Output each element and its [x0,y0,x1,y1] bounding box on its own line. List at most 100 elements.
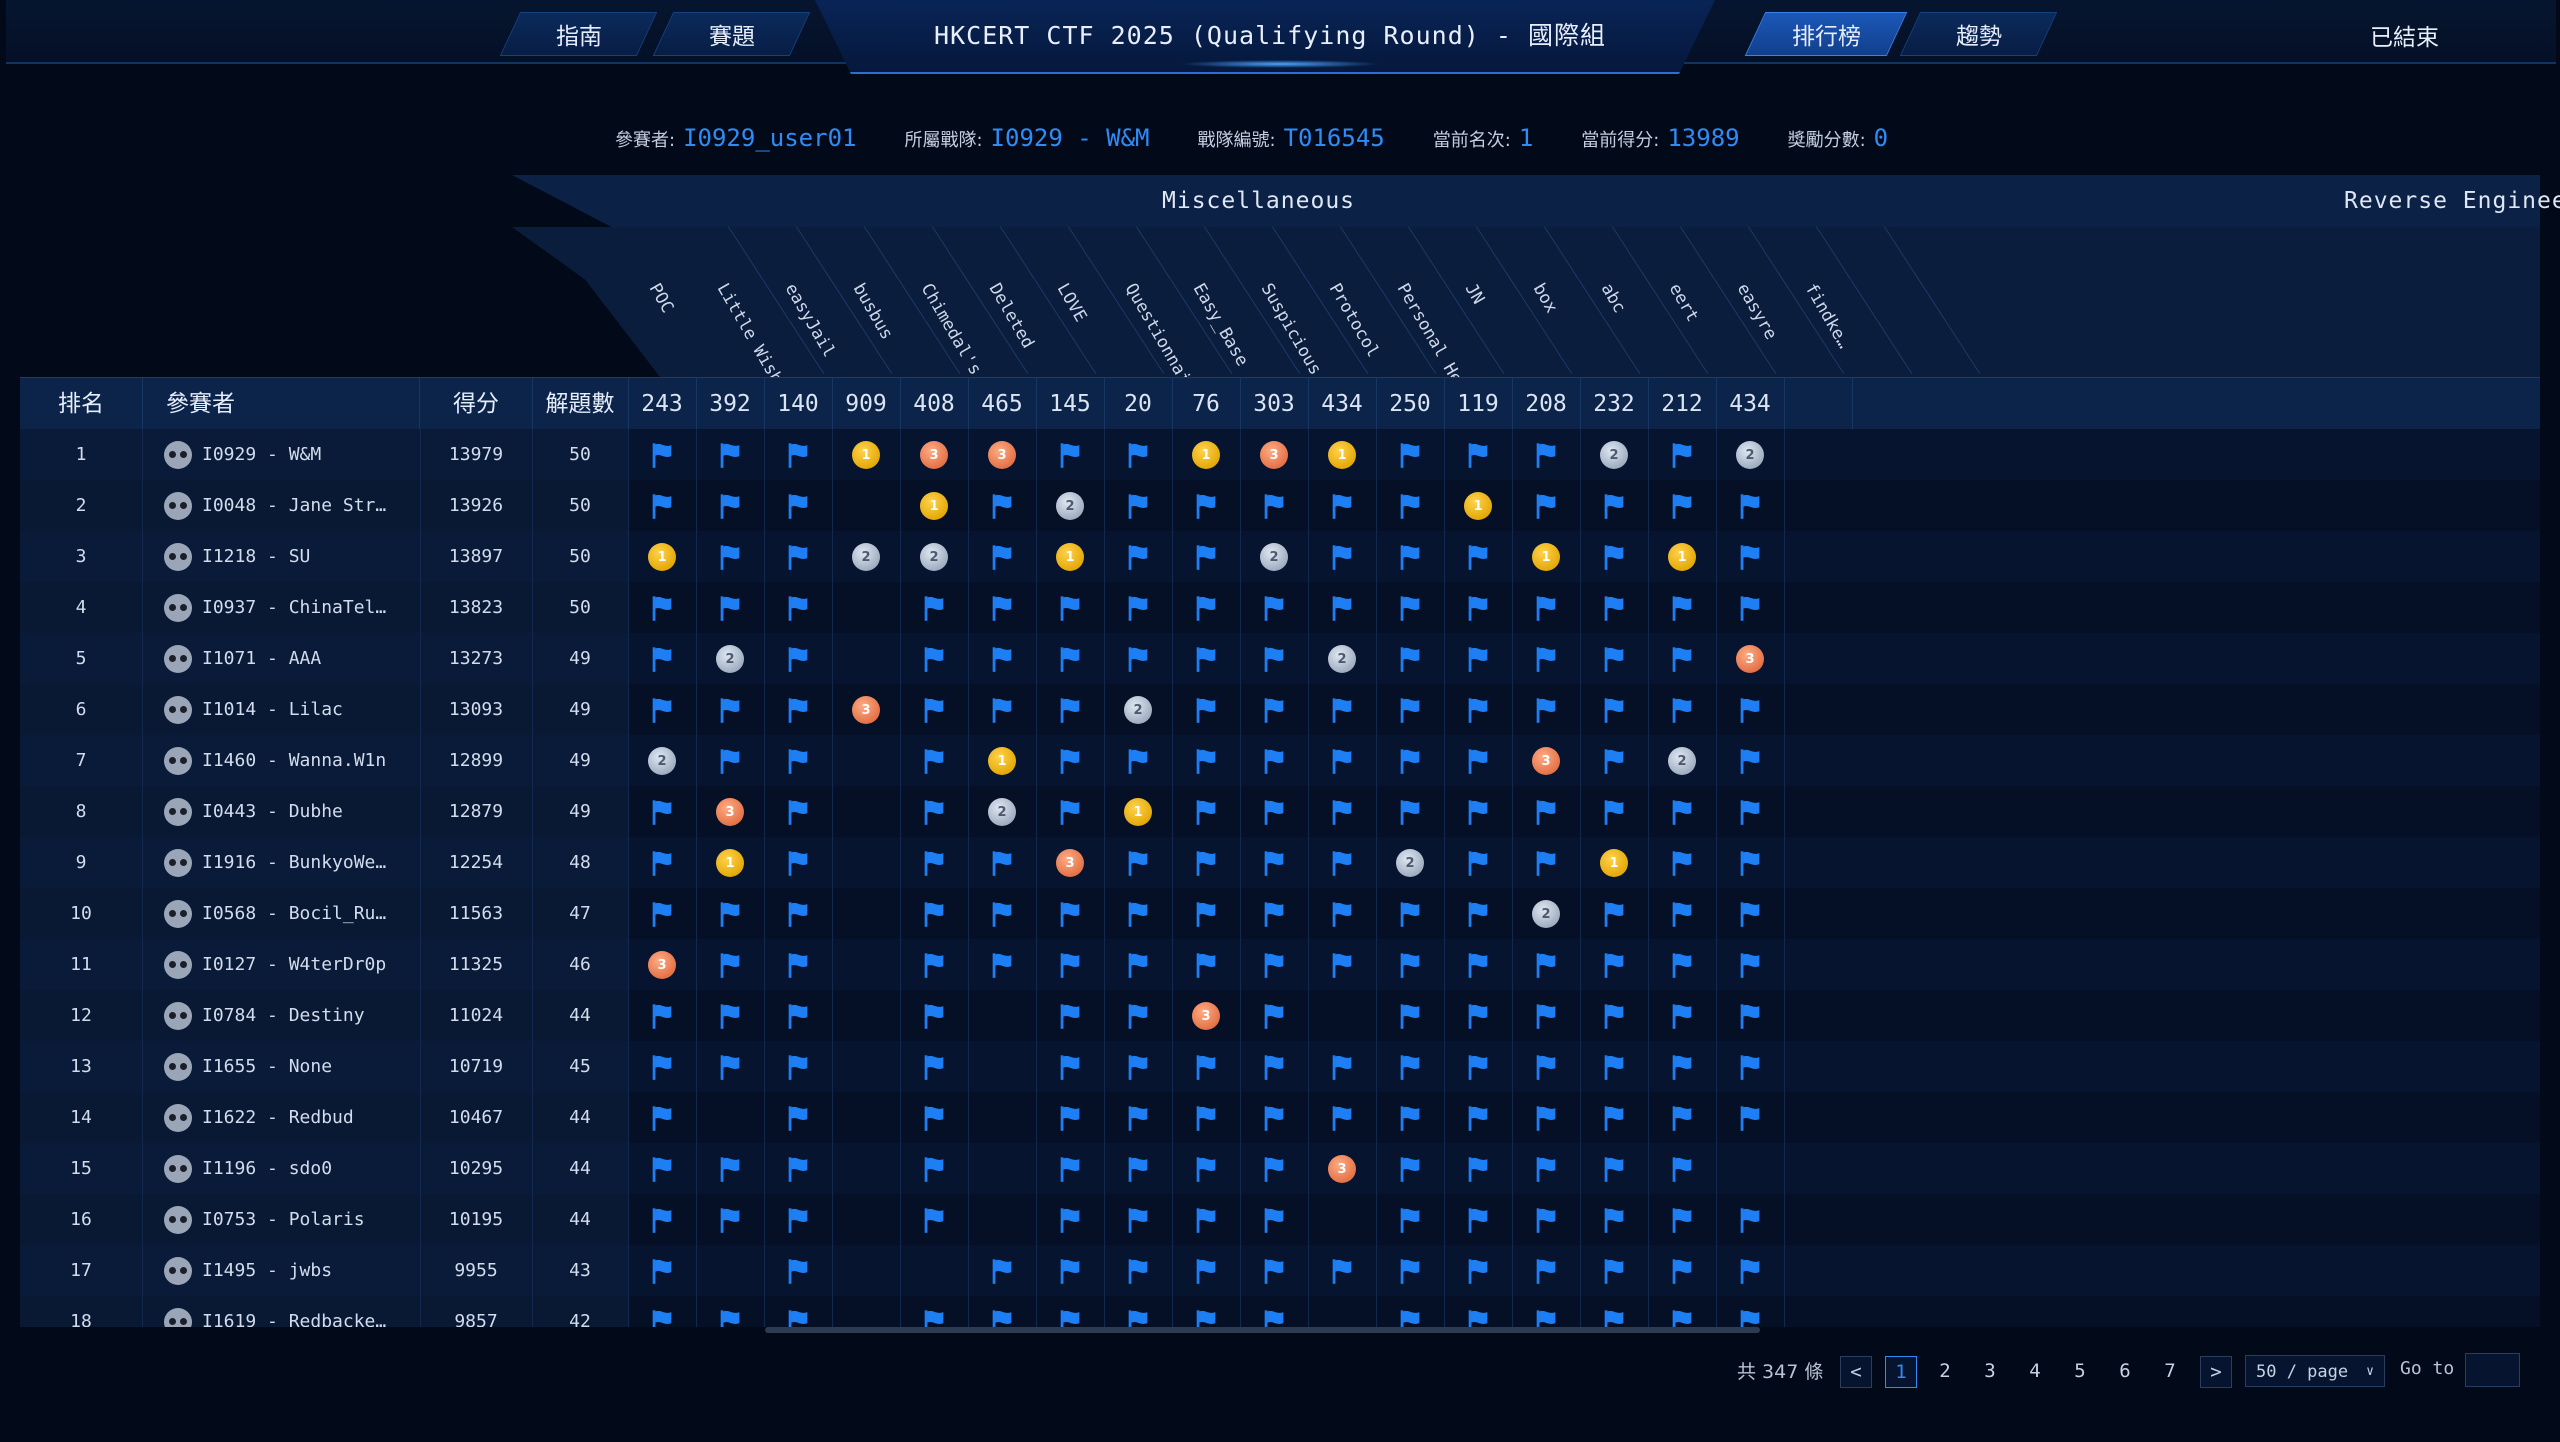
column-separator [1716,633,1717,684]
score-cell: 13979 [448,444,504,465]
page-number-button[interactable]: 1 [1885,1356,1917,1388]
flag-icon [1192,594,1220,622]
team-name[interactable]: I0443 - Dubhe [202,801,343,822]
team-cell[interactable]: I0753 - Polaris [142,1194,392,1245]
column-team-header[interactable]: 參賽者 [142,378,420,430]
column-rank-header[interactable]: 排名 [20,378,143,430]
table-row[interactable]: 11 I0127 - W4terDr0p 11325 46 3 [20,939,2540,991]
team-cell[interactable]: I1196 - sdo0 [142,1143,392,1194]
table-row[interactable]: 16 I0753 - Polaris 10195 44 [20,1194,2540,1246]
column-separator [142,1245,143,1296]
team-name[interactable]: I1196 - sdo0 [202,1158,333,1179]
page-number-button[interactable]: 6 [2119,1360,2131,1382]
table-row[interactable]: 6 I1014 - Lilac 13093 49 3 2 [20,684,2540,736]
table-row[interactable]: 7 I1460 - Wanna.W1n 12899 49 2 1 3 2 [20,735,2540,787]
flag-icon [1532,1053,1560,1081]
team-cell[interactable]: I1014 - Lilac [142,684,392,735]
team-cell[interactable]: I0568 - Bocil_Rusuh [142,888,392,939]
table-row[interactable]: 3 I1218 - SU 13897 50 1 2 2 1 2 1 1 [20,531,2540,583]
leaderboard-table[interactable]: 排名 參賽者 得分 解題數 243 392 140 909 408 465 145 20 76 3… [20,377,2540,1327]
team-cell[interactable]: I0929 - W&M [142,429,392,480]
team-name[interactable]: I1916 - BunkyoWesterns [202,852,392,873]
column-separator [142,939,143,990]
team-cell[interactable]: I0048 - Jane Street [142,480,392,531]
challenge-points-header: 434 [1308,378,1377,430]
table-row[interactable]: 1 I0929 - W&M 13979 50 1 3 3 1 3 1 2 2 [20,429,2540,481]
page-size-select[interactable]: 50 / page ∨ [2245,1355,2385,1387]
team-name[interactable]: I0568 - Bocil_Rusuh [202,903,392,924]
team-cell[interactable]: I0784 - Destiny [142,990,392,1041]
table-row[interactable]: 12 I0784 - Destiny 11024 44 3 [20,990,2540,1042]
page-number-button[interactable]: 4 [2029,1360,2041,1382]
column-separator [1784,990,1785,1041]
table-row[interactable]: 4 I0937 - ChinaTelecom 13823 50 [20,582,2540,634]
column-separator [1104,1296,1105,1327]
column-separator [532,1194,533,1245]
next-page-button[interactable]: > [2200,1356,2232,1388]
team-name[interactable]: I0784 - Destiny [202,1005,365,1026]
horizontal-scrollbar[interactable] [765,1327,1760,1333]
table-row[interactable]: 13 I1655 - None 10719 45 [20,1041,2540,1093]
table-row[interactable]: 9 I1916 - BunkyoWesterns 12254 48 1 3 2 1 [20,837,2540,889]
page-number-button[interactable]: 5 [2074,1360,2086,1382]
team-name[interactable]: I1495 - jwbs [202,1260,333,1281]
column-solved-header[interactable]: 解題數 [532,378,629,430]
page-number-button[interactable]: 2 [1939,1360,1951,1382]
flag-icon [648,1053,676,1081]
team-cell[interactable]: I1071 - AAA [142,633,392,684]
team-cell[interactable]: I0937 - ChinaTelecom [142,582,392,633]
team-name[interactable]: I1014 - Lilac [202,699,343,720]
flag-icon [1532,798,1560,826]
table-row[interactable]: 8 I0443 - Dubhe 12879 49 3 2 1 [20,786,2540,838]
table-row[interactable]: 15 I1196 - sdo0 10295 44 3 [20,1143,2540,1195]
team-cell[interactable]: I0127 - W4terDr0p [142,939,392,990]
column-separator [1240,735,1241,786]
challenge-points-header: 76 [1172,378,1241,430]
team-name[interactable]: I0753 - Polaris [202,1209,365,1230]
table-row[interactable]: 18 I1619 - Redbackers 9857 42 [20,1296,2540,1327]
team-name[interactable]: I1619 - Redbackers [202,1311,392,1327]
column-separator [1240,582,1241,633]
team-cell[interactable]: I1495 - jwbs [142,1245,392,1296]
page-number-button[interactable]: 3 [1984,1360,1996,1382]
table-row[interactable]: 10 I0568 - Bocil_Rusuh 11563 47 2 [20,888,2540,940]
flag-icon [1056,1257,1084,1285]
team-cell[interactable]: I0443 - Dubhe [142,786,392,837]
column-separator [1240,633,1241,684]
team-name[interactable]: I0929 - W&M [202,444,322,465]
team-name[interactable]: I1218 - SU [202,546,311,567]
team-name[interactable]: I0048 - Jane Street [202,495,392,516]
team-name[interactable]: I0937 - ChinaTelecom [202,597,392,618]
tab-trends[interactable]: 趨勢 [1899,12,2058,56]
tab-challenges[interactable]: 賽題 [652,12,811,56]
table-row[interactable]: 2 I0048 - Jane Street 13926 50 1 2 1 [20,480,2540,532]
flag-icon [716,951,744,979]
team-name[interactable]: I0127 - W4terDr0p [202,954,387,975]
team-name[interactable]: I1460 - Wanna.W1n [202,750,387,771]
team-cell[interactable]: I1619 - Redbackers [142,1296,392,1327]
tab-leaderboard[interactable]: 排行榜 [1744,12,1908,56]
table-row[interactable]: 14 I1622 - Redbud 10467 44 [20,1092,2540,1144]
tab-guide[interactable]: 指南 [499,12,658,56]
table-row[interactable]: 5 I1071 - AAA 13273 49 2 2 3 [20,633,2540,685]
team-cell[interactable]: I1218 - SU [142,531,392,582]
prev-page-button[interactable]: < [1840,1356,1872,1388]
column-separator [1512,1296,1513,1327]
team-cell[interactable]: I1622 - Redbud [142,1092,392,1143]
team-name[interactable]: I1071 - AAA [202,648,322,669]
team-name[interactable]: I1655 - None [202,1056,333,1077]
column-separator [968,735,969,786]
page-number-button[interactable]: 7 [2164,1360,2176,1382]
column-separator [1580,939,1581,990]
column-separator [1172,990,1173,1041]
column-separator [696,429,697,480]
team-name[interactable]: I1622 - Redbud [202,1107,354,1128]
team-cell[interactable]: I1655 - None [142,1041,392,1092]
team-cell[interactable]: I1916 - BunkyoWesterns [142,837,392,888]
table-row[interactable]: 17 I1495 - jwbs 9955 43 [20,1245,2540,1297]
column-score-header[interactable]: 得分 [420,378,533,430]
goto-page-input[interactable] [2465,1353,2520,1387]
flag-icon [716,1155,744,1183]
score-value: 13989 [1667,124,1740,152]
team-cell[interactable]: I1460 - Wanna.W1n [142,735,392,786]
